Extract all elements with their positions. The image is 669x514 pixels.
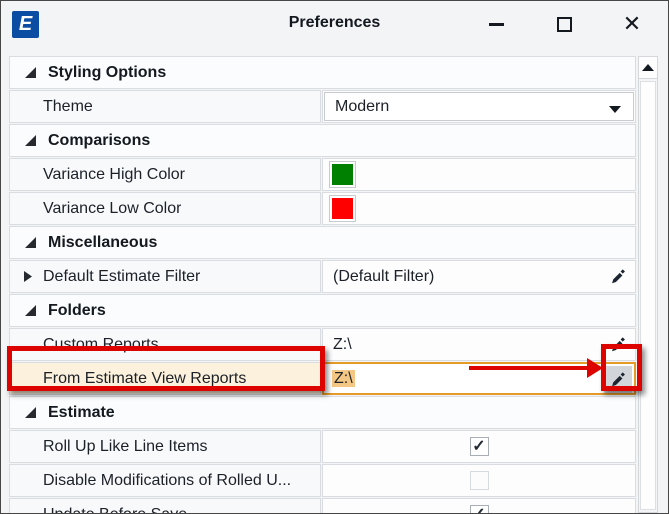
row-value-cell [322, 192, 636, 225]
selected-text: Z:\ [332, 369, 355, 387]
section-miscellaneous[interactable]: Miscellaneous [9, 226, 636, 259]
close-icon: ✕ [622, 11, 642, 36]
row-roll-up-like-line-items: Roll Up Like Line Items ✓ [9, 430, 636, 463]
arrow-up-icon [642, 64, 654, 71]
check-icon: ✓ [472, 505, 486, 514]
theme-dropdown-value: Modern [335, 97, 390, 115]
from-estimate-path-value: Z:\ [324, 369, 355, 388]
row-value-cell: ✓ [322, 430, 636, 463]
row-label: From Estimate View Reports [43, 369, 247, 387]
disable-modifications-checkbox[interactable] [469, 471, 489, 490]
color-picker-button[interactable] [329, 195, 356, 222]
row-value-cell [322, 464, 636, 497]
theme-dropdown[interactable]: Modern [324, 92, 634, 121]
row-label: Disable Modifications of Rolled U... [43, 471, 292, 489]
row-theme-value-cell: Modern [322, 90, 636, 123]
pencil-icon [612, 268, 625, 283]
section-label: Miscellaneous [48, 233, 158, 251]
check-icon: ✓ [472, 437, 486, 455]
variance-low-color-swatch [332, 198, 353, 219]
row-theme-label-cell[interactable]: Theme [9, 90, 321, 123]
annotation-arrow [469, 366, 591, 370]
row-value-cell[interactable]: (Default Filter) [322, 260, 636, 293]
section-folders[interactable]: Folders [9, 294, 636, 327]
variance-high-color-swatch [332, 164, 353, 185]
section-label: Comparisons [48, 131, 151, 149]
section-estimate[interactable]: Estimate [9, 396, 636, 429]
section-styling-options[interactable]: Styling Options [9, 56, 636, 89]
update-before-save-checkbox[interactable]: ✓ [469, 505, 489, 514]
row-label-cell[interactable]: Default Estimate Filter [9, 260, 321, 293]
expand-arrow-icon[interactable] [24, 271, 32, 282]
row-label-cell[interactable]: Disable Modifications of Rolled U... [9, 464, 321, 497]
row-custom-reports: Custom Reports Z:\ [9, 328, 636, 361]
default-filter-value: (Default Filter) [333, 267, 435, 285]
row-label: Update Before Save [43, 505, 188, 514]
app-logo-icon: E [12, 11, 39, 38]
row-label: Variance High Color [43, 165, 185, 183]
row-label: Default Estimate Filter [43, 267, 201, 285]
collapse-triangle-icon [25, 67, 36, 78]
collapse-triangle-icon [25, 407, 36, 418]
row-theme: Theme Modern [9, 90, 636, 123]
row-label: Variance Low Color [43, 199, 182, 217]
row-label-cell[interactable]: Update Before Save [9, 498, 321, 514]
vertical-scrollbar[interactable] [638, 56, 658, 513]
custom-reports-path-value: Z:\ [333, 335, 352, 353]
color-picker-button[interactable] [329, 161, 356, 188]
collapse-triangle-icon [25, 305, 36, 316]
row-update-before-save: Update Before Save ✓ [9, 498, 636, 514]
section-label: Estimate [48, 403, 115, 421]
row-disable-modifications: Disable Modifications of Rolled U... [9, 464, 636, 497]
section-label: Styling Options [48, 63, 167, 81]
edit-pencil-button[interactable] [605, 264, 631, 289]
chevron-down-icon [609, 106, 621, 113]
scrollbar-thumb[interactable] [640, 81, 656, 510]
roll-up-checkbox[interactable]: ✓ [469, 437, 489, 456]
annotation-arrow-head-icon [587, 358, 603, 378]
section-comparisons[interactable]: Comparisons [9, 124, 636, 157]
pencil-icon [612, 371, 625, 386]
annotation-box-pencil [601, 344, 642, 391]
annotation-box-label [7, 346, 325, 391]
app-logo-letter: E [18, 13, 33, 35]
scrollbar-up-button[interactable] [639, 57, 657, 79]
row-variance-high-color: Variance High Color [9, 158, 636, 191]
minimize-button[interactable] [473, 1, 519, 47]
collapse-triangle-icon [25, 135, 36, 146]
property-grid: Styling Options Theme Modern Comparisons… [9, 56, 636, 514]
row-label-cell[interactable]: Variance Low Color [9, 192, 321, 225]
row-value-cell: ✓ [322, 498, 636, 514]
collapse-triangle-icon [25, 237, 36, 248]
row-label-cell[interactable]: Variance High Color [9, 158, 321, 191]
titlebar: E Preferences ✕ [1, 1, 668, 51]
window-title: Preferences [288, 14, 381, 31]
row-label: Theme [43, 97, 93, 115]
row-value-cell[interactable]: Z:\ [322, 328, 636, 361]
row-variance-low-color: Variance Low Color [9, 192, 636, 225]
row-label-cell[interactable]: Roll Up Like Line Items [9, 430, 321, 463]
row-label: Roll Up Like Line Items [43, 437, 208, 455]
maximize-button[interactable] [541, 1, 587, 47]
section-label: Folders [48, 301, 106, 319]
minimize-icon [488, 22, 504, 26]
close-button[interactable]: ✕ [609, 1, 655, 47]
maximize-icon [556, 16, 572, 32]
row-default-estimate-filter: Default Estimate Filter (Default Filter) [9, 260, 636, 293]
row-value-cell [322, 158, 636, 191]
